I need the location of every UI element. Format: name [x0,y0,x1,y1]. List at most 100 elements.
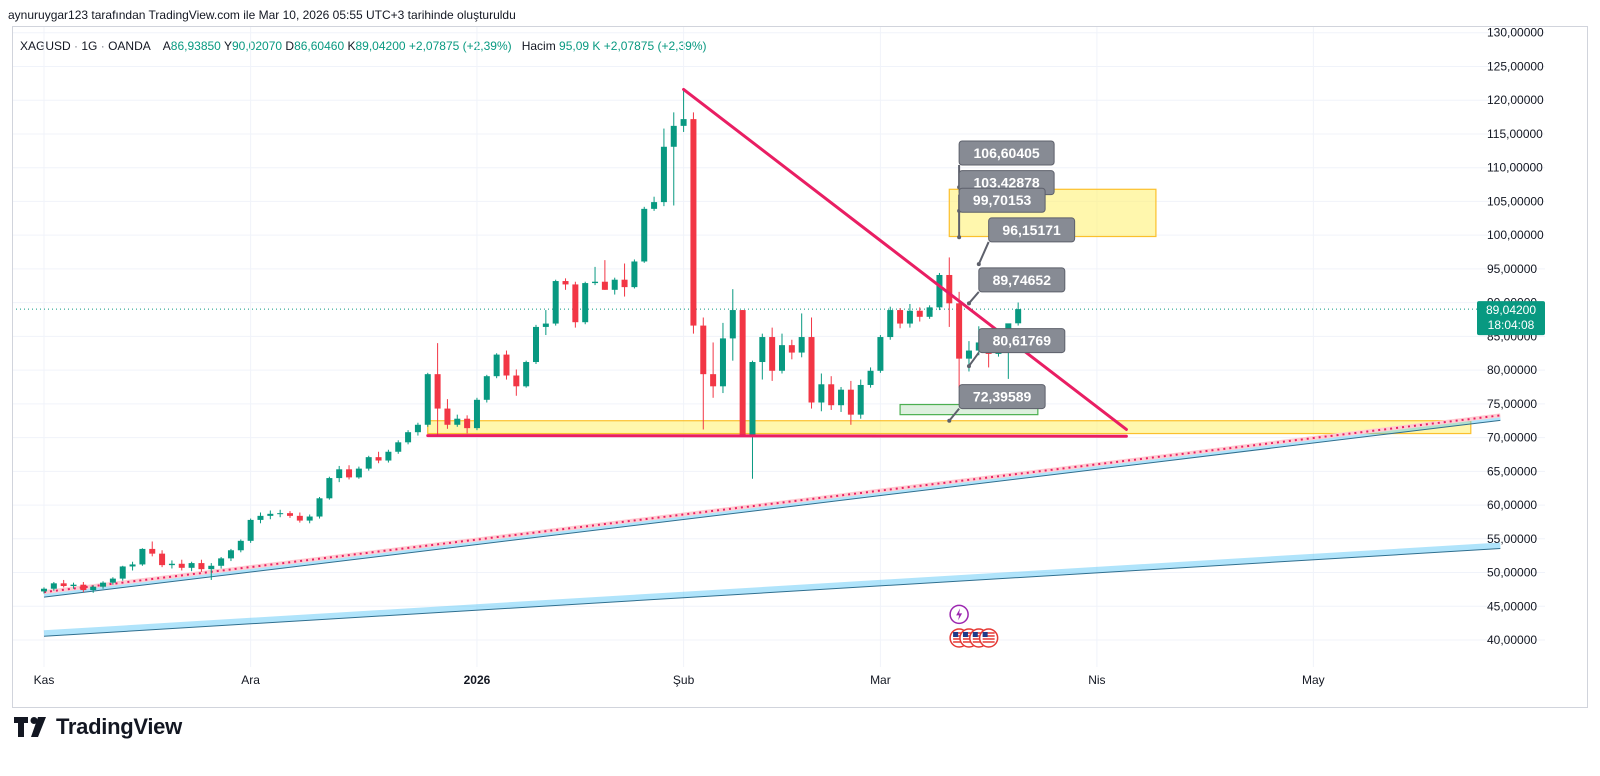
candle-body [434,374,441,409]
candle-body [109,578,116,583]
candle-body [119,566,126,579]
candle [218,557,225,569]
candle [100,581,107,589]
candle-body [857,384,864,415]
candle [306,514,313,524]
candle [168,560,175,569]
candle-body [690,119,697,326]
price-callout: 72,39589 [947,384,1046,423]
candle-body [651,202,658,209]
candle [129,561,136,571]
callout-anchor [947,418,952,423]
candle [395,440,402,454]
candle [562,278,569,290]
legend-low-label: D [285,39,295,53]
legend-symbol[interactable]: XAGUSD [20,39,71,53]
candle-body [414,424,421,433]
candle-body [277,513,284,515]
last-price-badge [1477,301,1545,336]
callout-label: 96,15171 [1002,222,1061,238]
candle-body [444,408,451,425]
candle [729,289,736,361]
candle [759,333,766,380]
candle [473,397,480,431]
candle-body [316,498,323,517]
candle-body [818,384,825,403]
candle [838,386,845,412]
y-tick-label: 100,00000 [1487,228,1544,242]
candle [483,374,490,403]
candle-body [513,375,520,387]
candle-body [788,345,795,353]
candle-body [621,279,628,288]
candle [779,333,785,374]
candle-body [90,586,97,591]
candle [542,310,549,336]
legend-interval[interactable]: 1G [81,39,98,53]
candle-body [897,310,904,324]
candle-body [473,399,480,429]
x-tick-label: Kas [34,673,55,687]
candle [198,559,205,572]
y-tick-label: 55,00000 [1487,532,1537,546]
price-callout: 96,15171 [976,217,1076,267]
candle [365,455,372,471]
lightning-event-icon [949,604,969,625]
candle [513,369,520,396]
candle-body [1015,309,1022,324]
candle [90,585,97,593]
candle [670,112,677,206]
legend-close: 89,04200 [355,39,406,53]
candle [287,511,293,518]
candle-body [483,376,490,400]
x-tick-label: 2026 [464,673,491,687]
candle [355,466,362,479]
candle-body [572,284,579,323]
legend-high: 90,02070 [232,39,283,53]
x-tick-label: Şub [673,673,695,687]
candle [533,324,539,365]
candle-body [336,469,343,479]
callout-label: 103,42878 [974,175,1040,191]
callout-label: 72,39589 [973,389,1032,405]
candle [798,313,805,358]
candle-body [464,418,471,429]
callout-label: 106,60405 [974,145,1040,161]
callout-pointer [977,241,990,265]
candle-body [887,310,894,338]
y-tick-label: 70,00000 [1487,431,1537,445]
candle [690,112,697,334]
candle [601,260,608,290]
candle [50,581,57,591]
y-tick-label: 60,00000 [1487,498,1537,512]
candle-body [178,563,185,568]
price-callout: 99,70153 [957,187,1046,240]
legend-volume: 95,09 K [559,39,601,53]
candle-body [139,548,146,565]
candle-body [798,337,805,353]
candle [660,128,667,207]
candle [267,510,274,520]
candle-body [493,354,500,377]
candle-body [70,584,77,587]
candle-body [149,548,156,554]
candle [405,430,412,445]
candle [385,449,392,463]
candle-body [424,374,431,425]
candle-body [946,274,953,304]
legend-volume-change: +2,07875 (+2,39%) [603,39,707,53]
callout-pointer [968,351,980,367]
candle-body [660,146,667,203]
candle-body [385,451,392,461]
candle-body [916,310,923,317]
rising-channel-lower-edge [43,548,1501,637]
callout-box [988,217,1076,243]
callout-box [978,267,1066,293]
y-tick-label: 115,00000 [1487,127,1543,141]
y-tick-label: 45,00000 [1487,599,1537,613]
candle [818,373,825,412]
tradingview-logo[interactable]: TradingView [14,714,182,740]
candle-body [306,516,313,521]
candle-body [1005,323,1012,332]
